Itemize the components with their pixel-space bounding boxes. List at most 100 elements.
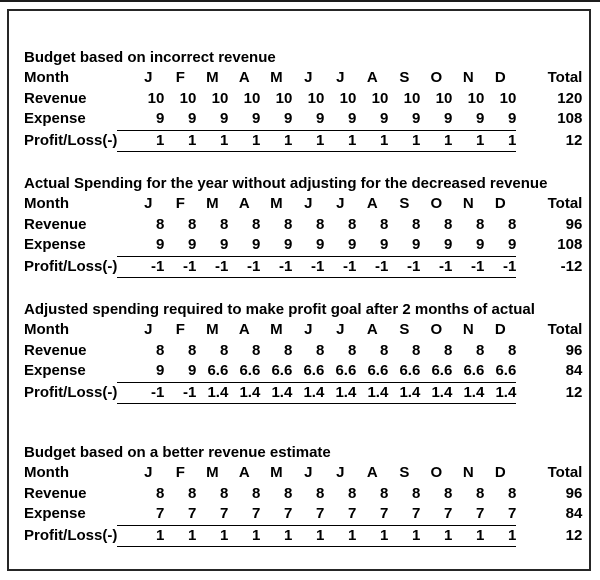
table-row: Profit/Loss(-) -1 -1 1.4 1.4 1.4 1.4 1.4 1.4 1.4 1… (24, 382, 582, 404)
value-cell: 6.6 (196, 361, 229, 383)
spacer-cell (117, 525, 133, 547)
value-cell: 1 (196, 130, 229, 152)
value-cell: 10 (211, 89, 229, 107)
month-letter: J (336, 195, 345, 212)
month-letter: D (494, 195, 506, 212)
budget-section-2: Actual Spending for the year without adj… (24, 173, 589, 278)
value-cell: 10 (435, 89, 453, 107)
table-title: Budget based on incorrect revenue (24, 49, 276, 66)
value-cell: 8 (507, 215, 517, 233)
row-total-cell: 120 (557, 89, 583, 107)
value-cell: 9 (164, 235, 197, 257)
budget-section-4: Budget based on a better revenue estimat… (24, 442, 589, 547)
value-cell: 1 (388, 525, 421, 547)
month-letter: A (366, 464, 378, 481)
value-cell: 1.4 (228, 382, 261, 404)
month-letter: J (144, 195, 153, 212)
value-cell: 8 (187, 215, 197, 233)
value-cell: -1 (452, 256, 485, 278)
row-label: Revenue (24, 215, 87, 233)
month-letter: J (304, 69, 313, 86)
table-row: Revenue 8 8 8 8 8 8 8 8 8 8 8 8 96 (24, 484, 582, 505)
value-cell: 6.6 (356, 361, 389, 383)
month-letter: D (494, 464, 506, 481)
table-row: Expense 7 7 7 7 7 7 7 7 7 7 7 7 84 (24, 504, 582, 526)
value-cell: 7 (356, 504, 389, 526)
month-letter: M (270, 464, 283, 481)
value-cell: 1 (324, 525, 357, 547)
value-cell: 9 (324, 109, 357, 131)
value-cell: 6.6 (324, 361, 357, 383)
month-letter: M (206, 321, 219, 338)
month-letter: S (399, 464, 410, 481)
spacer-cell (117, 130, 133, 152)
value-cell: 8 (411, 484, 421, 502)
month-header-label: Month (24, 195, 69, 212)
value-cell: -1 (164, 256, 197, 278)
spacer-cell (117, 361, 133, 383)
value-cell: 1.4 (292, 382, 325, 404)
table-row: Profit/Loss(-) -1 -1 -1 -1 -1 -1 -1 -1 -1 -1 -1 -1 -1… (24, 256, 582, 278)
month-letter: O (430, 464, 443, 481)
value-cell: 8 (187, 484, 197, 502)
value-cell: 1 (356, 525, 389, 547)
value-cell: 8 (411, 341, 421, 359)
row-label: Profit/Loss(-) (24, 383, 118, 401)
value-cell: 10 (147, 89, 165, 107)
row-total-cell: 96 (565, 341, 583, 359)
month-letter: M (270, 321, 283, 338)
month-letter: F (175, 321, 185, 338)
value-cell: 9 (292, 235, 325, 257)
month-letter: J (304, 195, 313, 212)
month-letter: J (144, 321, 153, 338)
value-cell: 6.6 (452, 361, 485, 383)
value-cell: 6.6 (420, 361, 453, 383)
value-cell: -1 (324, 256, 357, 278)
value-cell: 9 (132, 109, 165, 131)
row-label: Revenue (24, 341, 87, 359)
month-letter: F (175, 195, 185, 212)
value-cell: 8 (475, 341, 485, 359)
month-letter: D (494, 321, 506, 338)
spacer-cell (117, 341, 132, 362)
month-letter: M (270, 195, 283, 212)
month-letter: J (336, 321, 345, 338)
month-letter: M (206, 69, 219, 86)
value-cell: 8 (315, 341, 325, 359)
table-row: Revenue 8 8 8 8 8 8 8 8 8 8 8 8 96 (24, 215, 582, 236)
value-cell: 1 (196, 525, 229, 547)
month-header-row: Month J F M A M J J A S O N D Total (24, 463, 582, 484)
month-header-row: Month J F M A M J J A S O N D Total (24, 68, 582, 89)
value-cell: 9 (356, 235, 389, 257)
value-cell: 10 (499, 89, 517, 107)
month-letter: A (366, 321, 378, 338)
month-header-label: Month (24, 69, 69, 86)
value-cell: 7 (324, 504, 357, 526)
budget-section-3: Adjusted spending required to make profi… (24, 299, 589, 404)
value-cell: 9 (388, 109, 421, 131)
month-letter: A (238, 321, 250, 338)
month-letter: F (175, 69, 185, 86)
value-cell: 1.4 (452, 382, 485, 404)
value-cell: 8 (443, 484, 453, 502)
spacer-cell (117, 320, 132, 341)
total-header: Total (547, 464, 583, 481)
spacer-cell (117, 484, 132, 505)
value-cell: 1.4 (420, 382, 453, 404)
value-cell: 8 (347, 215, 357, 233)
table-row: Revenue 8 8 8 8 8 8 8 8 8 8 8 8 96 (24, 341, 582, 362)
value-cell: 10 (275, 89, 293, 107)
month-letter: D (494, 69, 506, 86)
value-cell: 10 (339, 89, 357, 107)
spacer-cell (117, 235, 133, 257)
value-cell: 7 (132, 504, 165, 526)
value-cell: -1 (196, 256, 229, 278)
value-cell: 7 (228, 504, 261, 526)
value-cell: 1 (452, 525, 485, 547)
month-letter: N (462, 195, 474, 212)
row-label: Revenue (24, 89, 87, 107)
spacer-cell (117, 504, 133, 526)
table-row: Expense 9 9 6.6 6.6 6.6 6.6 6.6 6.6 6.6 6.6 6.6 6.6 8… (24, 361, 582, 383)
row-total-cell: 12 (565, 131, 583, 149)
row-label: Expense (24, 110, 86, 128)
